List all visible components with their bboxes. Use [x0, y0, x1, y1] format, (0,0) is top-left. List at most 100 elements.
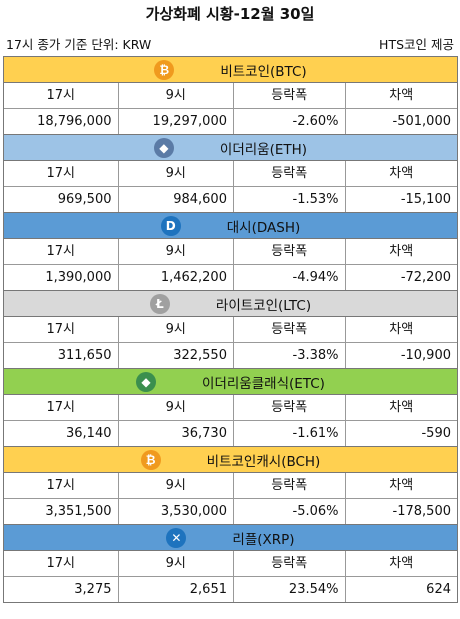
column-header: 9시 [119, 317, 234, 342]
coin-block: Ł 라이트코인(LTC) 17시 9시 등락폭 차액 311,650 322,550 -3.38… [3, 290, 458, 368]
table-row: 969,500 984,600 -1.53% -15,100 [4, 187, 457, 212]
column-header: 등락폭 [234, 317, 346, 342]
column-header: 차액 [389, 88, 414, 103]
dash-icon: D [160, 215, 181, 236]
value-cell: -5.06% [234, 499, 346, 524]
column-header: 등락폭 [234, 83, 346, 108]
value-cell: 3,351,500 [4, 499, 119, 524]
coin-block: ₿ 비트코인(BTC) 17시 9시 등락폭 차액 18,796,000 19,297,000… [3, 56, 458, 134]
subtitle-bar: 17시 종가 기준 단위: KRW HTS코인 제공 [0, 28, 460, 56]
coin-name: 이더리움클래식(ETC) [202, 375, 325, 392]
value-cell: -178,500 [392, 504, 451, 519]
value-cell: -4.94% [234, 265, 346, 290]
column-header: 등락폭 [234, 473, 346, 498]
ethereum-classic-icon: ◆ [136, 371, 157, 392]
value-cell: 3,275 [4, 577, 119, 602]
coin-block: D 대시(DASH) 17시 9시 등락폭 차액 1,390,000 1,462,200 -4.… [3, 212, 458, 290]
column-header-row: 17시 9시 등락폭 차액 [4, 551, 457, 577]
value-cell: 23.54% [234, 577, 346, 602]
value-cell: -1.61% [234, 421, 346, 446]
coin-block: ✕ 리플(XRP) 17시 9시 등락폭 차액 3,275 2,651 23.54% 624 [3, 524, 458, 603]
value-cell: -590 [421, 426, 451, 441]
value-cell: -2.60% [234, 109, 346, 134]
ethereum-icon: ◆ [153, 137, 174, 158]
column-header: 9시 [119, 83, 234, 108]
value-cell: -3.38% [234, 343, 346, 368]
coin-name: 리플(XRP) [232, 531, 295, 548]
coin-header: ◆ 이더리움클래식(ETC) [4, 369, 457, 395]
table-row: 18,796,000 19,297,000 -2.60% -501,000 [4, 109, 457, 134]
value-cell: 19,297,000 [119, 109, 234, 134]
table-row: 3,351,500 3,530,000 -5.06% -178,500 [4, 499, 457, 524]
coin-header: ₿ 비트코인캐시(BCH) [4, 447, 457, 473]
column-header: 17시 [4, 83, 119, 108]
value-cell: -15,100 [400, 192, 451, 207]
value-cell: -72,200 [400, 270, 451, 285]
column-header: 등락폭 [234, 551, 346, 576]
coin-header: ₿ 비트코인(BTC) [4, 57, 457, 83]
table-row: 3,275 2,651 23.54% 624 [4, 577, 457, 602]
column-header: 17시 [4, 239, 119, 264]
coin-name: 대시(DASH) [226, 219, 301, 236]
column-header-row: 17시 9시 등락폭 차액 [4, 317, 457, 343]
value-cell: -10,900 [400, 348, 451, 363]
column-header: 9시 [119, 473, 234, 498]
value-cell: 3,530,000 [119, 499, 234, 524]
value-cell: 2,651 [119, 577, 234, 602]
bitcoin-cash-icon: ₿ [140, 449, 161, 470]
value-cell: 1,390,000 [4, 265, 119, 290]
column-header-row: 17시 9시 등락폭 차액 [4, 473, 457, 499]
source-note: HTS코인 제공 [379, 37, 454, 52]
coin-block: ◆ 이더리움클래식(ETC) 17시 9시 등락폭 차액 36,140 36,730 -1.61… [3, 368, 458, 446]
value-cell: 311,650 [4, 343, 119, 368]
column-header: 17시 [4, 551, 119, 576]
value-cell: 1,462,200 [119, 265, 234, 290]
column-header: 차액 [389, 244, 414, 259]
table-row: 1,390,000 1,462,200 -4.94% -72,200 [4, 265, 457, 290]
coin-name: 라이트코인(LTC) [215, 297, 312, 314]
ripple-icon: ✕ [166, 527, 187, 548]
column-header: 17시 [4, 317, 119, 342]
column-header: 등락폭 [234, 239, 346, 264]
column-header: 등락폭 [234, 161, 346, 186]
coin-header: ◆ 이더리움(ETH) [4, 135, 457, 161]
value-cell: 624 [426, 582, 451, 597]
value-cell: 36,730 [119, 421, 234, 446]
value-cell: 18,796,000 [4, 109, 119, 134]
column-header: 17시 [4, 161, 119, 186]
value-cell: 969,500 [4, 187, 119, 212]
litecoin-icon: Ł [149, 293, 170, 314]
coin-block: ◆ 이더리움(ETH) 17시 9시 등락폭 차액 969,500 984,600 -1.53%… [3, 134, 458, 212]
value-cell: 322,550 [119, 343, 234, 368]
column-header: 차액 [389, 478, 414, 493]
page-title: 가상화폐 시황-12월 30일 [145, 5, 315, 23]
table-row: 36,140 36,730 -1.61% -590 [4, 421, 457, 446]
coin-header: ✕ 리플(XRP) [4, 525, 457, 551]
coin-name: 이더리움(ETH) [219, 141, 308, 158]
coin-block: ₿ 비트코인캐시(BCH) 17시 9시 등락폭 차액 3,351,500 3,530,000… [3, 446, 458, 524]
coin-price-table: ₿ 비트코인(BTC) 17시 9시 등락폭 차액 18,796,000 19,297,000… [3, 56, 458, 603]
coin-name: 비트코인캐시(BCH) [206, 453, 321, 470]
column-header: 9시 [119, 161, 234, 186]
column-header: 차액 [389, 322, 414, 337]
value-cell: -501,000 [392, 114, 451, 129]
column-header: 차액 [389, 556, 414, 571]
coin-header: D 대시(DASH) [4, 213, 457, 239]
column-header-row: 17시 9시 등락폭 차액 [4, 395, 457, 421]
column-header: 17시 [4, 395, 119, 420]
column-header: 9시 [119, 551, 234, 576]
column-header-row: 17시 9시 등락폭 차액 [4, 239, 457, 265]
bitcoin-icon: ₿ [154, 59, 175, 80]
value-cell: -1.53% [234, 187, 346, 212]
column-header: 9시 [119, 239, 234, 264]
coin-header: Ł 라이트코인(LTC) [4, 291, 457, 317]
value-cell: 984,600 [119, 187, 234, 212]
value-cell: 36,140 [4, 421, 119, 446]
basis-unit-note: 17시 종가 기준 단위: KRW [6, 37, 152, 52]
column-header: 등락폭 [234, 395, 346, 420]
column-header: 차액 [389, 166, 414, 181]
column-header-row: 17시 9시 등락폭 차액 [4, 83, 457, 109]
column-header-row: 17시 9시 등락폭 차액 [4, 161, 457, 187]
coin-name: 비트코인(BTC) [220, 63, 307, 80]
column-header: 차액 [389, 400, 414, 415]
